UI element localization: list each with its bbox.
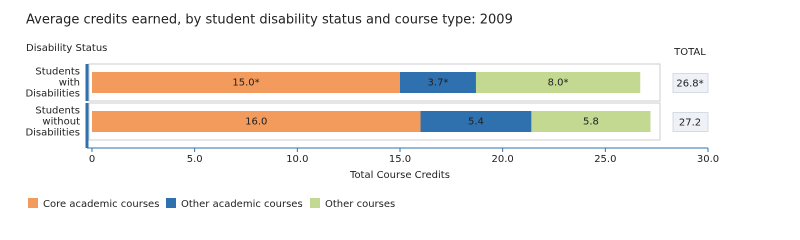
value-label: 5.8 [583, 117, 599, 128]
legend-swatch [166, 198, 176, 208]
x-tick-label: 25.0 [594, 154, 616, 165]
category-label: Students without Disabilities [25, 106, 80, 139]
y-axis-label: Disability Status [26, 43, 107, 54]
value-label: 5.4 [468, 117, 484, 128]
bar-segment [475, 72, 641, 93]
value-label: 3.7* [428, 78, 449, 89]
x-tick-label: 0 [89, 154, 95, 165]
x-tick-label: 15.0 [389, 154, 411, 165]
total-label: 26.8* [676, 79, 703, 90]
x-tick-label: 30.0 [697, 154, 719, 165]
total-label: 27.2 [679, 118, 701, 129]
legend-label: Other courses [325, 199, 395, 210]
bar-segment [92, 111, 421, 132]
legend-swatch [28, 198, 38, 208]
legend-label: Other academic courses [181, 199, 303, 210]
bar-segment [400, 72, 476, 93]
total-box [672, 73, 709, 93]
legend-label: Core academic courses [43, 199, 159, 210]
category-label: Students with Disabilities [25, 67, 80, 100]
legend-swatch [310, 198, 320, 208]
chart-title: Average credits earned, by student disab… [26, 13, 513, 28]
x-tick-label: 20.0 [492, 154, 514, 165]
x-axis-label: Total Course Credits [349, 170, 450, 181]
bar-segment [420, 111, 532, 132]
totals-header: TOTAL [673, 47, 706, 58]
bar-segment [531, 111, 651, 132]
x-tick-label: 5.0 [187, 154, 203, 165]
value-label: 8.0* [548, 78, 569, 89]
bar-segment [92, 72, 400, 93]
value-label: 15.0* [232, 78, 259, 89]
total-box [672, 112, 709, 132]
value-label: 16.0 [245, 117, 267, 128]
x-tick-label: 10.0 [286, 154, 308, 165]
chart: Average credits earned, by student disab… [25, 13, 719, 211]
